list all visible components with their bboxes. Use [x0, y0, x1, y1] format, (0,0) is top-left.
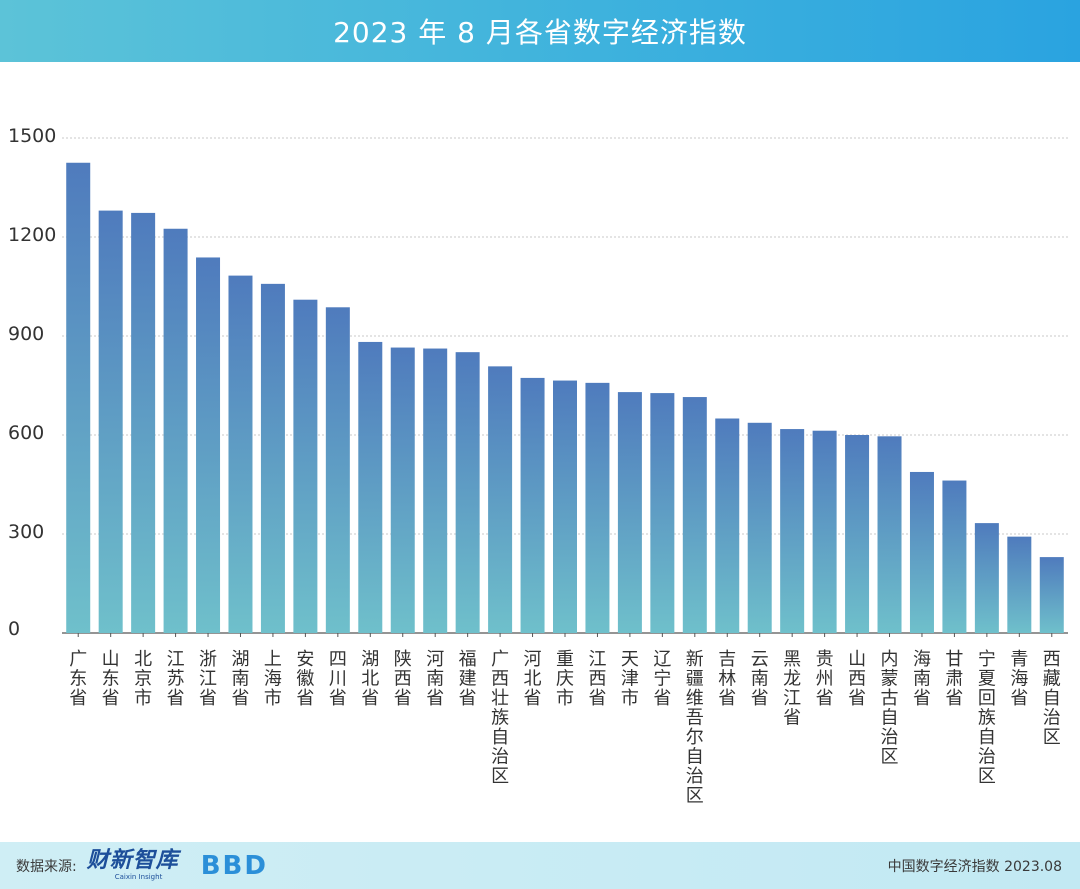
bar-19: [650, 393, 675, 633]
bar-1: [66, 162, 91, 633]
x-category-label: 天津市: [621, 649, 639, 709]
source-label: 数据来源:: [16, 858, 77, 875]
x-category-label: 广东省: [69, 649, 87, 709]
x-category-label: 陕西省: [394, 649, 412, 709]
y-tick-label: 900: [8, 323, 44, 345]
bar-24: [812, 430, 837, 633]
y-tick-label: 0: [8, 618, 20, 640]
bar-17: [585, 382, 610, 633]
bar-7: [260, 283, 285, 633]
x-category-label: 四川省: [329, 649, 347, 709]
x-category-label: 江西省: [588, 649, 606, 709]
x-category-label: 黑龙江省: [783, 649, 801, 729]
bbd-logo: BBD: [200, 850, 268, 881]
x-category-label: 青海省: [1010, 649, 1028, 709]
bar-30: [1007, 536, 1032, 633]
bar-16: [553, 380, 577, 633]
y-tick-label: 1200: [8, 224, 56, 246]
chart-title-banner: 2023 年 8 月各省数字经济指数: [0, 0, 1080, 62]
bar-9: [325, 307, 350, 633]
x-category-label: 江苏省: [167, 649, 185, 709]
bar-26: [877, 436, 902, 633]
x-category-label: 福建省: [459, 649, 477, 709]
y-tick-label: 300: [8, 521, 44, 543]
x-category-label: 湖南省: [231, 649, 249, 709]
bar-2: [98, 210, 123, 633]
bar-13: [455, 352, 480, 633]
x-category-label: 北京市: [134, 649, 152, 709]
y-tick-label: 1500: [8, 125, 56, 147]
bar-22: [747, 422, 772, 633]
bar-10: [358, 341, 383, 633]
x-category-label: 内蒙古自治区: [881, 649, 899, 768]
x-category-label: 西藏自治区: [1043, 649, 1061, 748]
bar-8: [293, 299, 318, 633]
x-category-label: 湖北省: [361, 649, 379, 709]
x-category-label: 重庆市: [556, 649, 574, 709]
bar-14: [488, 366, 513, 633]
x-category-label: 辽宁省: [653, 649, 671, 709]
x-category-label: 云南省: [751, 649, 769, 709]
caixin-logo-text: 财新智库: [86, 848, 179, 873]
index-caption: 中国数字经济指数 2023.08: [887, 858, 1062, 875]
x-category-label: 河南省: [426, 649, 444, 709]
x-category-label: 安徽省: [296, 649, 314, 709]
x-category-label: 贵州省: [816, 649, 834, 709]
bar-27: [909, 471, 934, 633]
x-category-label: 浙江省: [199, 649, 217, 709]
bar-25: [845, 435, 870, 633]
x-category-label: 海南省: [913, 649, 931, 709]
bar-28: [942, 480, 967, 633]
bar-18: [617, 392, 642, 633]
bar-12: [423, 348, 448, 633]
x-category-label: 上海市: [264, 649, 282, 709]
bar-5: [196, 257, 221, 633]
bar-chart: 0 300 600 900 1200 1500 广东省山东省北京市江苏省浙江省湖南省上海市…: [8, 125, 1068, 807]
caixin-insight-logo: 财新智库 Caixin Insight: [87, 850, 179, 881]
y-tick-label: 600: [8, 422, 44, 444]
bar-21: [715, 418, 740, 633]
bar-11: [390, 347, 415, 633]
bar-15: [520, 377, 545, 633]
source-footer: 数据来源: 财新智库 Caixin Insight BBD 中国数字经济指数 2…: [0, 842, 1080, 889]
caixin-logo-subtext: Caixin Insight: [114, 873, 163, 881]
bar-23: [780, 429, 805, 633]
x-category-label: 山东省: [102, 649, 120, 709]
bar-6: [228, 275, 253, 633]
x-category-label: 吉林省: [718, 649, 736, 709]
bar-20: [682, 397, 707, 633]
x-category-label: 河北省: [524, 649, 542, 709]
x-category-label: 新疆维吾尔自治区: [686, 649, 704, 807]
page-title: 2023 年 8 月各省数字经济指数: [333, 16, 747, 49]
bar-4: [163, 228, 188, 633]
bar-31: [1039, 557, 1064, 633]
x-category-label: 广西壮族自治区: [491, 649, 509, 787]
x-category-label: 山西省: [848, 649, 866, 709]
bar-29: [974, 523, 999, 633]
x-category-label: 宁夏回族自治区: [978, 649, 996, 787]
bar-3: [131, 212, 156, 633]
x-category-label: 甘肃省: [945, 649, 963, 709]
